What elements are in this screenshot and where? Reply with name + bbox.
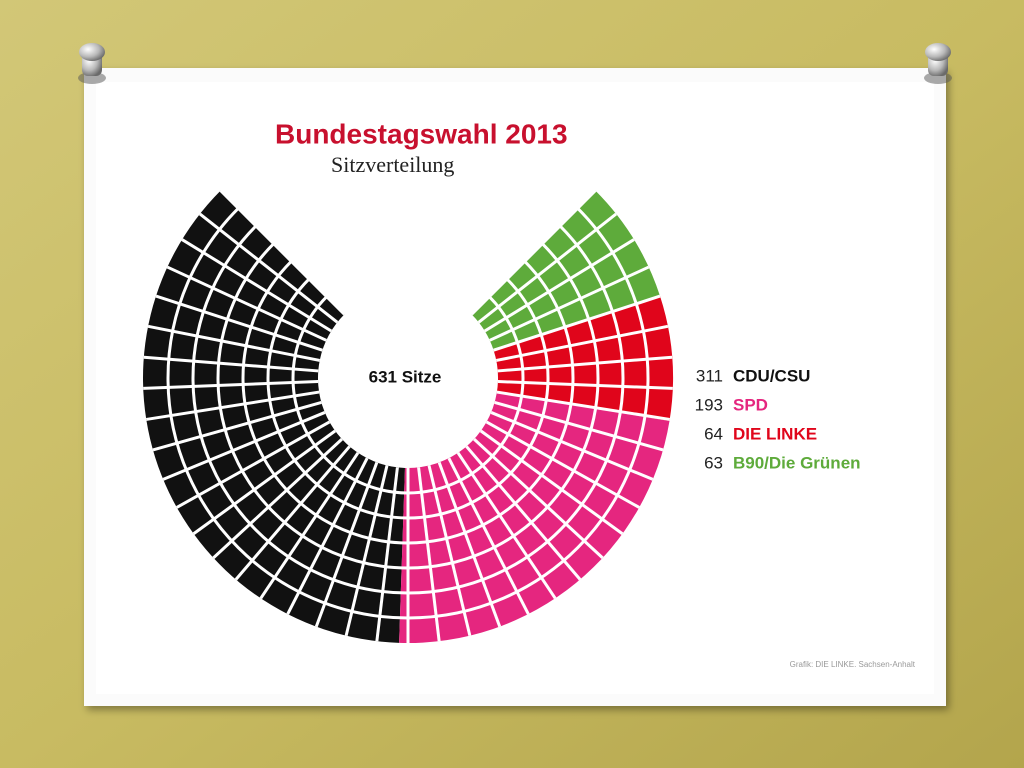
legend-value: 63: [704, 453, 723, 472]
seat-column-line: [497, 355, 673, 373]
seat-column-line: [344, 465, 389, 637]
seat-column-line: [143, 380, 319, 390]
seat-column-line: [234, 445, 351, 581]
seat-column-line: [427, 465, 472, 637]
seat-column-line: [219, 189, 346, 316]
chart-subtitle: Sitzverteilung: [331, 152, 454, 177]
seat-column-line: [181, 238, 333, 333]
seat-column-line: [212, 437, 343, 559]
seat-column-line: [259, 451, 360, 600]
pin: [78, 43, 106, 84]
seat-column-line: [437, 461, 502, 628]
legend-value: 311: [696, 366, 723, 385]
seat-column-line: [146, 390, 320, 421]
seat-column-line: [176, 420, 331, 509]
seat-column-line: [152, 400, 322, 452]
legend-value: 193: [695, 395, 723, 414]
seat-column-line: [494, 400, 664, 452]
seat-column-line: [490, 411, 654, 481]
seat-column-line: [479, 429, 624, 535]
chart-title: Bundestagswahl 2013: [275, 118, 568, 149]
seat-column-line: [456, 451, 557, 600]
seat-column-line: [447, 457, 530, 615]
seat-column-line: [143, 355, 319, 373]
seat-column-line: [147, 324, 321, 362]
seat-column-line: [465, 445, 582, 581]
seat-column-line: [477, 212, 618, 324]
seat-column-line: [286, 457, 369, 615]
seat-column-line: [417, 467, 441, 642]
chart: [143, 189, 673, 643]
seat-column-line: [192, 429, 337, 535]
seat-column-line: [155, 294, 323, 352]
legend-label: DIE LINKE: [733, 424, 817, 443]
seat-column-line: [497, 380, 673, 390]
seat-column-line: [489, 265, 650, 342]
seat-column-line: [493, 294, 661, 352]
seat-column-line: [495, 324, 669, 362]
source: Grafik: DIE LINKE. Sachsen-Anhalt: [790, 660, 916, 669]
legend-label: CDU/CSU: [733, 366, 810, 385]
seat-column-line: [496, 390, 670, 421]
seat-column-line: [166, 265, 327, 342]
seat-column-line: [198, 212, 339, 324]
legend-label: B90/Die Grünen: [733, 453, 861, 472]
legend-label: SPD: [733, 395, 768, 414]
legend-value: 64: [704, 424, 723, 443]
seat-column-line: [473, 437, 604, 559]
pin: [924, 43, 952, 84]
seat-column-line: [483, 238, 635, 333]
seat-segment: [493, 295, 673, 422]
seat-column-line: [485, 420, 640, 509]
seat-column-line: [375, 467, 399, 642]
seat-segment: [399, 392, 670, 643]
seat-column-line: [470, 189, 597, 316]
center-label: 631 Sitze: [369, 367, 442, 386]
seat-column-line: [162, 411, 326, 481]
seat-column-line: [314, 461, 379, 628]
